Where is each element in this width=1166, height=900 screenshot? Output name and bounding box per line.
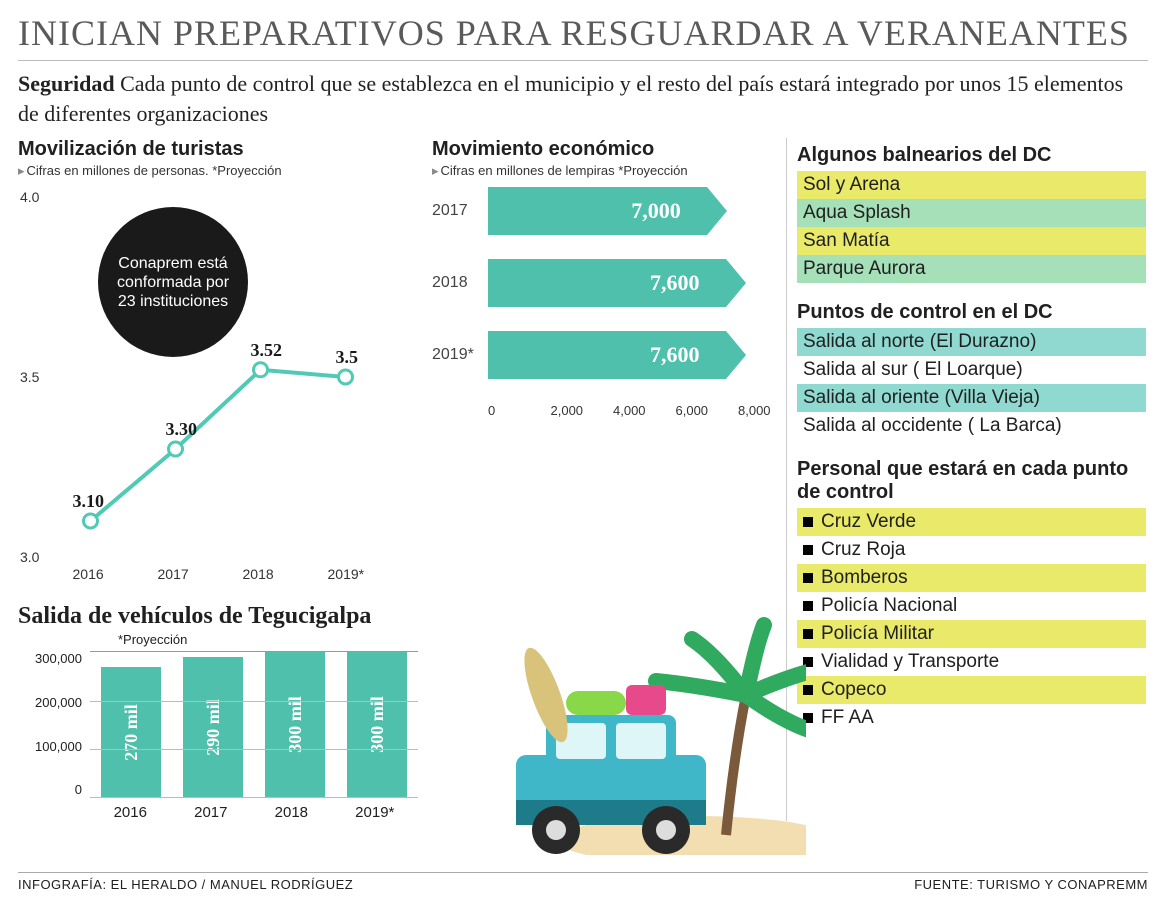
economic-bar-chart: 20177,00020187,6002019*7,60002,0004,0006… [432, 187, 752, 418]
svg-text:4.0: 4.0 [20, 189, 40, 205]
puntos-list: Salida al norte (El Durazno)Salida al su… [797, 328, 1146, 440]
svg-text:3.52: 3.52 [251, 340, 283, 360]
economic-bar: 7,000 [488, 187, 707, 235]
right-column: Algunos balnearios del DC Sol y ArenaAqu… [786, 138, 1146, 821]
tourists-title: Movilización de turistas [18, 138, 418, 161]
economic-sub: ▸Cifras en millones de lempiras *Proyecc… [432, 163, 772, 179]
headline: INICIAN PREPARATIVOS PARA RESGUARDAR A V… [18, 12, 1148, 61]
svg-text:3.5: 3.5 [336, 347, 359, 367]
svg-text:2016: 2016 [73, 566, 104, 582]
economic-year: 2017 [432, 202, 488, 220]
lede-rest: Cada punto de control que se establezca … [18, 71, 1123, 126]
footer-source: FUENTE: TURISMO Y CONAPREMM [914, 877, 1148, 892]
list-item: Copeco [797, 676, 1146, 704]
list-item: Bomberos [797, 564, 1146, 592]
list-item: Aqua Splash [797, 199, 1146, 227]
bullet-icon [803, 545, 813, 555]
vehicles-xlabel: 2016 [114, 804, 147, 821]
list-item: Salida al occidente ( La Barca) [797, 412, 1146, 440]
svg-text:3.5: 3.5 [20, 369, 40, 385]
list-item: Salida al oriente (Villa Vieja) [797, 384, 1146, 412]
list-item: San Matía [797, 227, 1146, 255]
economic-year: 2018 [432, 274, 488, 292]
svg-text:3.30: 3.30 [166, 419, 198, 439]
vehicles-bar: 270 mil [101, 667, 161, 798]
list-item: Policía Nacional [797, 592, 1146, 620]
puntos-title: Puntos de control en el DC [797, 301, 1146, 324]
vehicles-bar: 290 mil [183, 657, 243, 797]
balnearios-list: Sol y ArenaAqua SplashSan MatíaParque Au… [797, 171, 1146, 283]
svg-text:3.10: 3.10 [73, 491, 105, 511]
vehicles-title: Salida de vehículos de Tegucigalpa [18, 603, 418, 630]
tourists-sub: ▸Cifras en millones de personas. *Proyec… [18, 163, 418, 179]
svg-text:2019*: 2019* [328, 566, 365, 582]
economic-bar: 7,600 [488, 331, 726, 379]
lede-bold: Seguridad [18, 71, 115, 96]
vehicles-xlabel: 2017 [194, 804, 227, 821]
svg-text:3.0: 3.0 [20, 549, 40, 565]
list-item: Policía Militar [797, 620, 1146, 648]
economic-row: 20187,600 [432, 259, 752, 307]
svg-text:2018: 2018 [243, 566, 274, 582]
lede: Seguridad Cada punto de control que se e… [18, 69, 1148, 128]
vehicles-bar-chart: 300,000200,000100,0000 270 mil290 mil300… [18, 651, 418, 821]
economic-year: 2019* [432, 346, 488, 364]
balnearios-title: Algunos balnearios del DC [797, 144, 1146, 167]
economic-xaxis: 02,0004,0006,0008,000 [432, 403, 752, 418]
vehicles-panel: Salida de vehículos de Tegucigalpa *Proy… [18, 597, 418, 821]
economic-row: 2019*7,600 [432, 331, 752, 379]
list-item: Salida al norte (El Durazno) [797, 328, 1146, 356]
tourists-line-chart: Conaprem está conformada por 23 instituc… [18, 187, 398, 587]
left-column: Movilización de turistas ▸Cifras en mill… [18, 138, 418, 821]
list-item: Vialidad y Transporte [797, 648, 1146, 676]
economic-title: Movimiento económico [432, 138, 772, 161]
economic-row: 20177,000 [432, 187, 752, 235]
list-item: FF AA [797, 704, 1146, 732]
beach-car-illustration [476, 605, 806, 855]
vehicles-bar: 300 mil [347, 652, 407, 797]
vehicles-sub: *Proyección [118, 632, 418, 647]
list-item: Parque Aurora [797, 255, 1146, 283]
list-item: Salida al sur ( El Loarque) [797, 356, 1146, 384]
conaprem-callout: Conaprem está conformada por 23 instituc… [98, 207, 248, 357]
vehicles-xlabel: 2018 [275, 804, 308, 821]
list-item: Cruz Roja [797, 536, 1146, 564]
bullet-icon [803, 573, 813, 583]
footer-credit: INFOGRAFÍA: EL HERALDO / MANUEL RODRÍGUE… [18, 877, 353, 892]
bullet-icon [803, 517, 813, 527]
svg-text:2017: 2017 [158, 566, 189, 582]
personal-list: Cruz VerdeCruz RojaBomberosPolicía Nacio… [797, 508, 1146, 732]
vehicles-bar: 300 mil [265, 652, 325, 797]
economic-bar: 7,600 [488, 259, 726, 307]
vehicles-xlabel: 2019* [355, 804, 394, 821]
list-item: Cruz Verde [797, 508, 1146, 536]
personal-title: Personal que estará en cada punto de con… [797, 458, 1146, 504]
footer: INFOGRAFÍA: EL HERALDO / MANUEL RODRÍGUE… [18, 872, 1148, 892]
list-item: Sol y Arena [797, 171, 1146, 199]
